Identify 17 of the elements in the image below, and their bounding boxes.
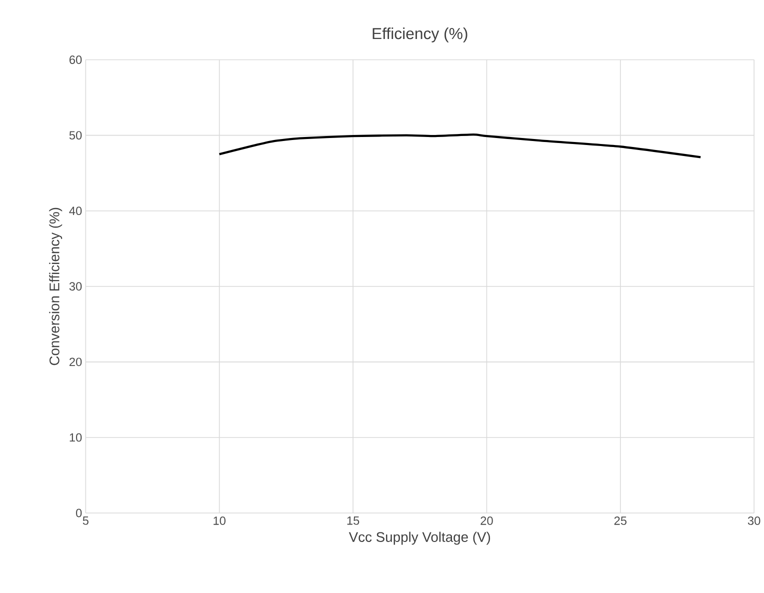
x-tick-label: 20: [480, 516, 493, 526]
x-tick-label: 30: [748, 516, 760, 526]
x-tick-label: 15: [347, 516, 360, 525]
y-tick-label: 50: [69, 131, 82, 140]
x-tick-label: 10: [214, 516, 226, 526]
x-axis-title: Vcc Supply Voltage (V): [348, 532, 490, 545]
y-axis-title: Conversion Efficiency (%): [49, 208, 62, 366]
y-tick-label: 20: [70, 358, 82, 366]
x-tick-label: 5: [82, 516, 88, 525]
line-series: [218, 134, 702, 158]
x-tick-label: 25: [614, 516, 627, 526]
y-tick-label: 60: [70, 56, 82, 64]
y-tick-label: 30: [69, 282, 82, 291]
y-tick-label: 0: [76, 508, 82, 518]
chart-title: Efficiency (%): [372, 28, 468, 42]
y-tick-label: 40: [69, 206, 82, 216]
y-tick-label: 10: [70, 433, 82, 442]
